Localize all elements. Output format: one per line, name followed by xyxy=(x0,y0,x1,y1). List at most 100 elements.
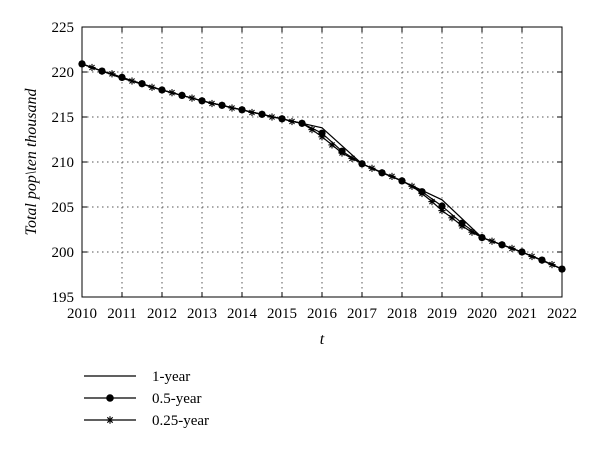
star-stroke xyxy=(269,114,275,120)
data-point xyxy=(508,244,516,252)
data-point xyxy=(438,202,446,210)
data-point xyxy=(298,119,306,127)
star-stroke xyxy=(319,133,325,140)
data-point xyxy=(338,149,346,157)
x-tick-label: 2019 xyxy=(427,306,457,322)
star-stroke xyxy=(119,74,125,81)
x-tick-label: 2021 xyxy=(507,306,537,322)
data-point xyxy=(408,182,416,190)
x-tick-label: 2014 xyxy=(227,306,258,322)
data-point xyxy=(448,214,456,222)
y-tick-label: 200 xyxy=(52,245,75,261)
data-point xyxy=(548,261,556,269)
data-point xyxy=(218,101,226,109)
x-tick-label: 2017 xyxy=(347,306,378,322)
x-axis-title: t xyxy=(320,331,325,348)
star-stroke xyxy=(249,109,255,116)
star-stroke xyxy=(349,155,355,162)
data-point xyxy=(158,86,166,94)
series-group xyxy=(78,60,566,273)
star-stroke xyxy=(389,173,395,180)
data-point xyxy=(128,77,136,85)
data-point xyxy=(418,189,426,198)
data-point xyxy=(318,133,326,141)
star-stroke xyxy=(309,126,315,133)
star-stroke xyxy=(559,266,565,273)
x-tick-label: 2012 xyxy=(147,306,177,322)
data-point xyxy=(108,70,116,78)
data-point xyxy=(498,241,506,249)
data-point xyxy=(238,106,246,114)
data-point xyxy=(118,73,126,81)
x-tick-label: 2018 xyxy=(387,306,417,322)
legend-label: 0.5-year xyxy=(152,391,202,407)
data-point xyxy=(428,198,436,206)
x-tick-label: 2013 xyxy=(187,306,217,322)
data-point xyxy=(288,117,296,126)
legend: 1-year 0.5-year 0.25-year xyxy=(84,369,209,429)
y-axis-title: Total pop\ten thousand xyxy=(23,88,40,236)
star-stroke xyxy=(99,68,105,75)
data-point xyxy=(358,160,366,168)
star-stroke xyxy=(549,261,555,268)
star-stroke xyxy=(179,92,185,99)
legend-label: 0.25-year xyxy=(152,413,209,429)
data-point xyxy=(468,228,476,236)
data-point xyxy=(398,177,406,185)
y-tick-label: 220 xyxy=(52,65,75,81)
star-stroke xyxy=(379,169,385,176)
star-stroke xyxy=(289,118,295,125)
star-stroke xyxy=(89,64,95,71)
data-point xyxy=(258,110,266,118)
star-stroke xyxy=(429,198,435,205)
star-stroke xyxy=(529,253,535,260)
star-stroke xyxy=(419,190,425,197)
data-point xyxy=(88,63,96,72)
x-tick-label: 2010 xyxy=(67,306,97,322)
data-point xyxy=(538,256,546,264)
star-stroke xyxy=(409,183,415,190)
y-tick-label: 195 xyxy=(52,290,75,306)
data-point xyxy=(228,104,236,112)
data-point xyxy=(528,252,536,261)
star-stroke xyxy=(219,102,225,109)
data-point xyxy=(558,265,566,273)
data-point xyxy=(78,60,86,68)
data-point xyxy=(518,248,526,256)
data-point xyxy=(106,394,114,402)
y-tick-label: 225 xyxy=(52,20,75,36)
data-point xyxy=(458,222,466,230)
y-tick-label: 205 xyxy=(52,200,75,216)
star-stroke xyxy=(149,84,155,91)
y-tick-label: 210 xyxy=(52,155,75,171)
star-stroke xyxy=(259,111,265,118)
star-stroke xyxy=(359,160,365,167)
data-point xyxy=(268,113,276,121)
data-point xyxy=(208,99,216,108)
legend-label: 1-year xyxy=(152,369,190,385)
star-stroke xyxy=(489,238,495,245)
data-point xyxy=(248,108,256,117)
data-point xyxy=(278,115,286,123)
data-point xyxy=(188,94,196,102)
data-point xyxy=(178,91,186,99)
star-stroke xyxy=(499,241,505,248)
star-stroke xyxy=(369,165,375,172)
star-stroke xyxy=(279,115,285,122)
x-tick-label: 2022 xyxy=(547,306,577,322)
legend-item: 0.5-year xyxy=(84,391,202,407)
star-stroke xyxy=(169,89,175,96)
star-stroke xyxy=(469,229,475,236)
star-stroke xyxy=(209,100,215,107)
y-tick-label: 215 xyxy=(52,110,75,126)
star-stroke xyxy=(139,80,145,87)
star-stroke xyxy=(79,60,85,67)
data-point xyxy=(328,141,336,149)
data-point xyxy=(168,89,176,97)
data-point xyxy=(488,237,496,245)
star-stroke xyxy=(109,70,115,77)
star-stroke xyxy=(399,177,405,184)
data-point xyxy=(98,67,106,75)
legend-item: 0.25-year xyxy=(84,413,209,429)
